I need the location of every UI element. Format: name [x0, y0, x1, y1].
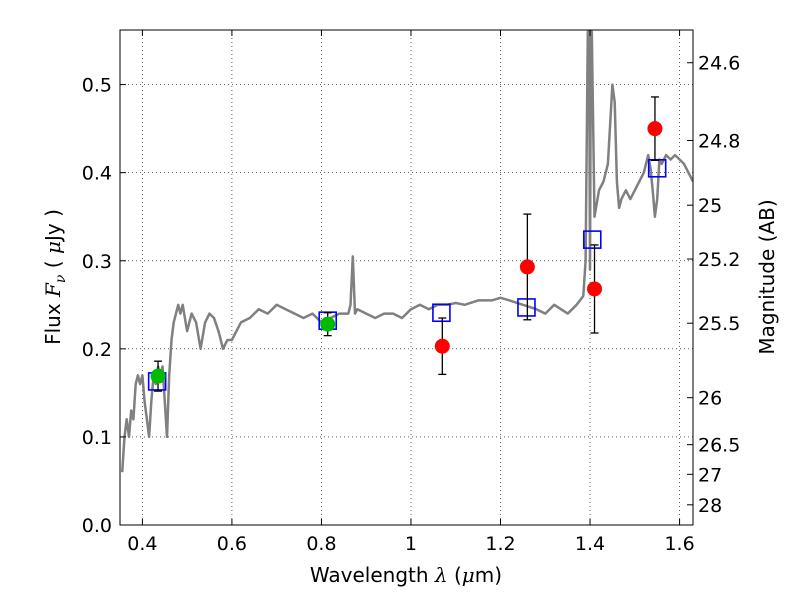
- mag-tick-label: 24.8: [698, 131, 740, 153]
- nir-detection-point: [647, 121, 663, 137]
- mag-tick-label: 25.2: [698, 249, 740, 271]
- y-axis-title: Flux Fν ( μJy ): [41, 209, 69, 345]
- x-tick-label: 1: [405, 533, 417, 555]
- y-tick-label: 0.1: [82, 427, 112, 449]
- mag-tick-label: 28: [698, 495, 722, 517]
- model-photometry-square: [582, 230, 602, 249]
- y-tick-label: 0.3: [82, 251, 112, 273]
- x-tick-label: 1.6: [664, 533, 694, 555]
- y-tick-label: 0.0: [82, 515, 112, 537]
- data-markers: [147, 96, 667, 392]
- axis-ticks: 0.4 0.6 0.8 1 1.2 1.4 1.6 0.0 0.1 0.2 0.3 0.4 0.5 24.…: [82, 30, 740, 555]
- x-axis-title: Wavelength λ (μm): [310, 563, 502, 587]
- nir-detection-point: [587, 281, 603, 297]
- grid-lines: [120, 30, 693, 526]
- x-tick-label: 0.6: [217, 533, 247, 555]
- nir-detection-point: [434, 338, 450, 354]
- optical-detection-point: [150, 368, 166, 384]
- y-tick-label: 0.4: [82, 163, 112, 185]
- mag-tick-label: 24.6: [698, 53, 740, 75]
- x-tick-label: 0.4: [127, 533, 157, 555]
- x-tick-label: 0.8: [306, 533, 336, 555]
- x-tick-label: 1.4: [575, 533, 605, 555]
- model-photometry-square: [432, 303, 451, 323]
- optical-detection-point: [320, 316, 336, 332]
- mag-tick-label: 27: [698, 464, 722, 486]
- x-tick-label: 1.2: [485, 533, 515, 555]
- nir-detection-point: [519, 259, 535, 275]
- plot-frame: [119, 29, 694, 526]
- mag-tick-label: 25.5: [698, 313, 740, 335]
- mag-tick-label: 26: [698, 388, 722, 410]
- mag-tick-label: 25: [698, 195, 722, 217]
- model-photometry-square: [517, 298, 536, 317]
- y-tick-label: 0.5: [82, 75, 112, 97]
- y2-axis-title: Magnitude (AB): [755, 199, 779, 354]
- y-tick-label: 0.2: [82, 339, 112, 361]
- mag-tick-label: 26.5: [698, 435, 740, 457]
